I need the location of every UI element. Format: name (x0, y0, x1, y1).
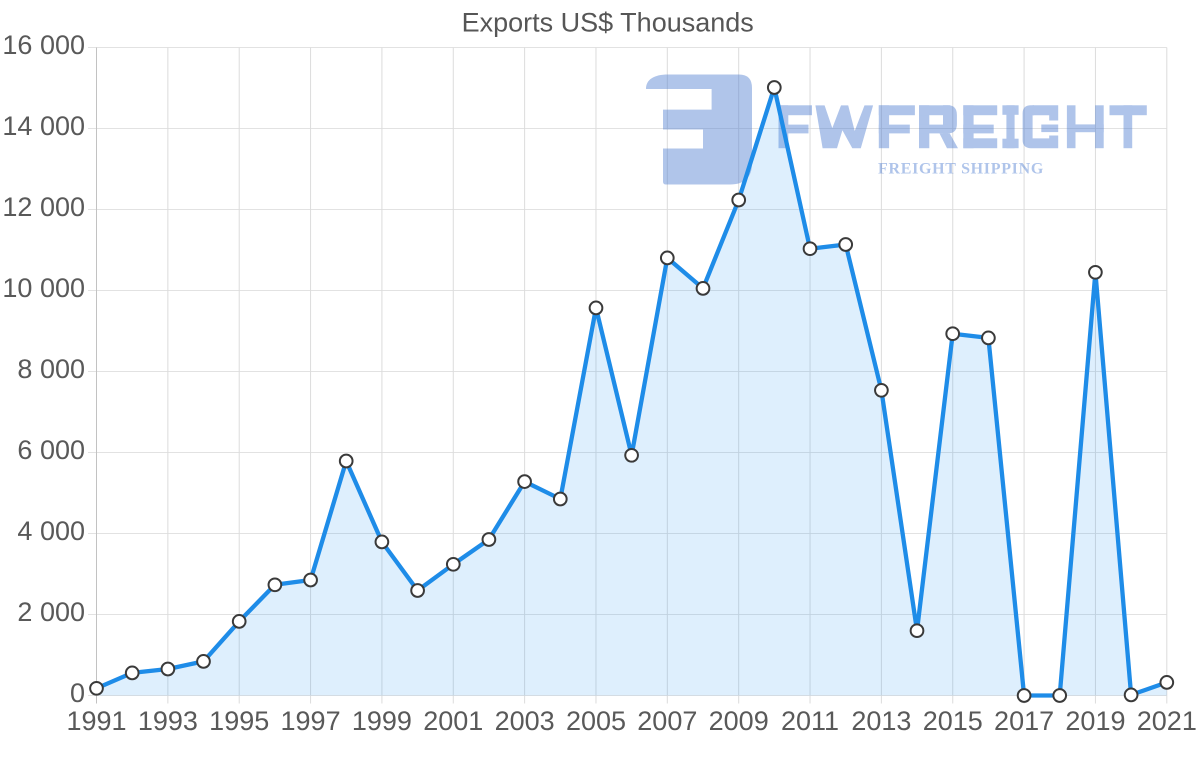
svg-text:1991: 1991 (66, 706, 126, 736)
svg-text:6 000: 6 000 (17, 435, 85, 465)
svg-text:2 000: 2 000 (17, 597, 85, 627)
svg-text:8 000: 8 000 (17, 354, 85, 384)
svg-text:2013: 2013 (851, 706, 911, 736)
svg-text:14 000: 14 000 (2, 111, 85, 141)
svg-text:2021: 2021 (1137, 706, 1197, 736)
svg-text:1995: 1995 (209, 706, 269, 736)
svg-text:1997: 1997 (281, 706, 341, 736)
svg-text:2009: 2009 (709, 706, 769, 736)
svg-text:10 000: 10 000 (2, 273, 85, 303)
svg-text:2005: 2005 (566, 706, 626, 736)
svg-text:2019: 2019 (1065, 706, 1125, 736)
svg-text:1993: 1993 (138, 706, 198, 736)
svg-text:0: 0 (70, 678, 85, 708)
svg-text:2011: 2011 (781, 706, 839, 736)
svg-text:2007: 2007 (637, 706, 697, 736)
svg-text:16 000: 16 000 (2, 30, 85, 60)
svg-text:FREIGHT SHIPPING: FREIGHT SHIPPING (878, 160, 1044, 177)
svg-text:4 000: 4 000 (17, 516, 85, 546)
svg-text:2015: 2015 (923, 706, 983, 736)
svg-text:12 000: 12 000 (2, 192, 85, 222)
svg-text:2001: 2001 (423, 706, 483, 736)
svg-text:2017: 2017 (994, 706, 1054, 736)
svg-text:Exports US$ Thousands: Exports US$ Thousands (462, 7, 754, 37)
svg-text:2003: 2003 (495, 706, 555, 736)
svg-text:1999: 1999 (352, 706, 412, 736)
